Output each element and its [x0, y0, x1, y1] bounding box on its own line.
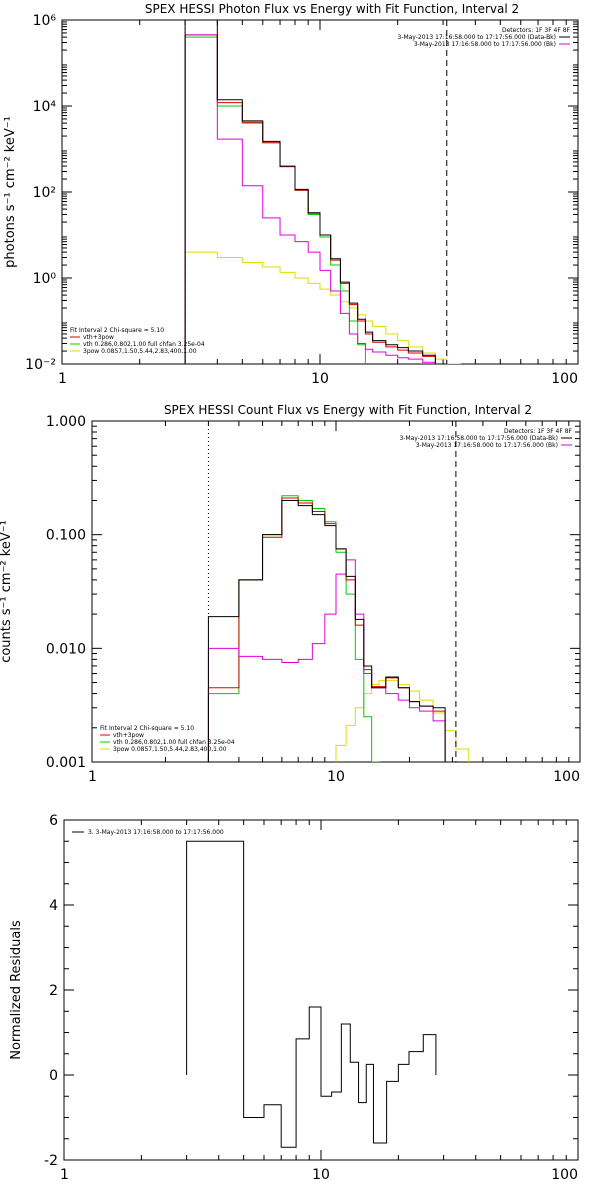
- legend-bk: 3-May-2013 17:16:58.000 to 17:17:56.000 …: [416, 442, 558, 449]
- x-tick-label: 100: [553, 769, 580, 785]
- legend-entry-series-4: vth 0.286,0.802,1.00 full chfan 3.25e-04: [83, 341, 205, 348]
- legend-entry-series-2: vth+3pow: [83, 334, 114, 341]
- y-tick-label: -2: [44, 1153, 58, 1169]
- y-tick-label: 1.000: [46, 414, 86, 430]
- plot-area: [184, 20, 461, 364]
- y-tick-label: 10²: [33, 185, 56, 201]
- y-tick-label: 10⁻²: [25, 357, 56, 373]
- legend-data-bk: 3-May-2013 17:16:58.000 to 17:17:56.000 …: [397, 34, 556, 41]
- y-tick-label: 10⁰: [33, 271, 57, 287]
- y-axis-label: photons s⁻¹ cm⁻² keV⁻¹: [3, 116, 18, 268]
- y-tick-label: 10⁴: [33, 99, 57, 115]
- plot-area: [186, 840, 437, 1148]
- chart-title: SPEX HESSI Photon Flux vs Energy with Fi…: [145, 2, 519, 16]
- series-5-step-line: [184, 251, 461, 364]
- x-tick-label: 1: [88, 769, 97, 785]
- legend-entry-series-5: 3pow 0.0857,1.50,5.44,2.83,400,1.00: [113, 746, 227, 753]
- y-tick-label: 0.010: [46, 641, 86, 657]
- x-tick-label: 100: [551, 1167, 578, 1183]
- y-tick-label: 0: [49, 1068, 58, 1084]
- y-tick-label: 0.001: [46, 755, 86, 771]
- plot-frame: [61, 19, 579, 365]
- x-tick-label: 1: [58, 371, 67, 387]
- legend-entry-series-5: 3pow 0.0857,1.50,5.44,2.83,400,1.00: [83, 348, 197, 355]
- plot-area: [207, 421, 470, 762]
- series-4-step-line: [184, 36, 366, 364]
- legend-entry-series-2: vth+3pow: [113, 732, 144, 739]
- series-4-step-line: [207, 495, 380, 762]
- x-tick-label: 10: [311, 371, 329, 387]
- y-axis-label: counts s⁻¹ cm⁻² keV⁻¹: [0, 520, 14, 663]
- y-tick-label: 6: [49, 813, 58, 829]
- fit-label: Fit Interval 2 Chi-square = 5.10: [100, 725, 194, 732]
- detectors-label: Detectors: 1F 3F 4F 8F: [502, 27, 571, 34]
- x-tick-label: 10: [327, 769, 345, 785]
- chart-title: SPEX HESSI Count Flux vs Energy with Fit…: [164, 403, 532, 417]
- x-tick-label: 10: [312, 1167, 330, 1183]
- legend-bk: 3-May-2013 17:16:58.000 to 17:17:56.000 …: [414, 41, 556, 48]
- legend-entry-series-4: vth 0.286,0.802,1.00 full chfan 3.25e-04: [113, 739, 235, 746]
- fit-label: Fit Interval 2 Chi-square = 5.10: [70, 327, 164, 334]
- series-1-step-line: [186, 840, 437, 1148]
- y-tick-label: 2: [49, 983, 58, 999]
- y-tick-label: 4: [49, 898, 58, 914]
- legend-entry-series-1: 3. 3-May-2013 17:16:58.000 to 17:17:56.0…: [88, 829, 224, 836]
- chart-panel-3: 1 10 100 -2 0 2 4 6 Normalized Residuals 3. 3-May…: [9, 813, 579, 1183]
- x-tick-label: 1: [60, 1167, 69, 1183]
- chart-panel-1: 1 10 100 10⁻² 10⁰ 10² 10⁴ 10⁶ SPEX HESSI Photon …: [3, 2, 579, 387]
- series-3-step-line: [184, 34, 436, 364]
- y-tick-label: 10⁶: [33, 13, 57, 29]
- series-1-step-line: [184, 20, 436, 364]
- x-tick-label: 100: [551, 371, 578, 387]
- series-3-step-line: [207, 559, 446, 762]
- series-2-step-line: [184, 34, 436, 364]
- detectors-label: Detectors: 1F 3F 4F 8F: [504, 428, 573, 435]
- chart-panel-2: 1 10 100 0.001 0.010 0.100 1.000 SPEX HESSI Cou…: [0, 403, 581, 785]
- plot-frame: [63, 819, 579, 1161]
- y-axis-label: Normalized Residuals: [9, 920, 24, 1060]
- series-1-step-line: [207, 499, 446, 762]
- y-tick-label: 0.100: [46, 528, 86, 544]
- legend-data-bk: 3-May-2013 17:16:58.000 to 17:17:56.000 …: [399, 435, 558, 442]
- series-5-step-line: [335, 680, 470, 762]
